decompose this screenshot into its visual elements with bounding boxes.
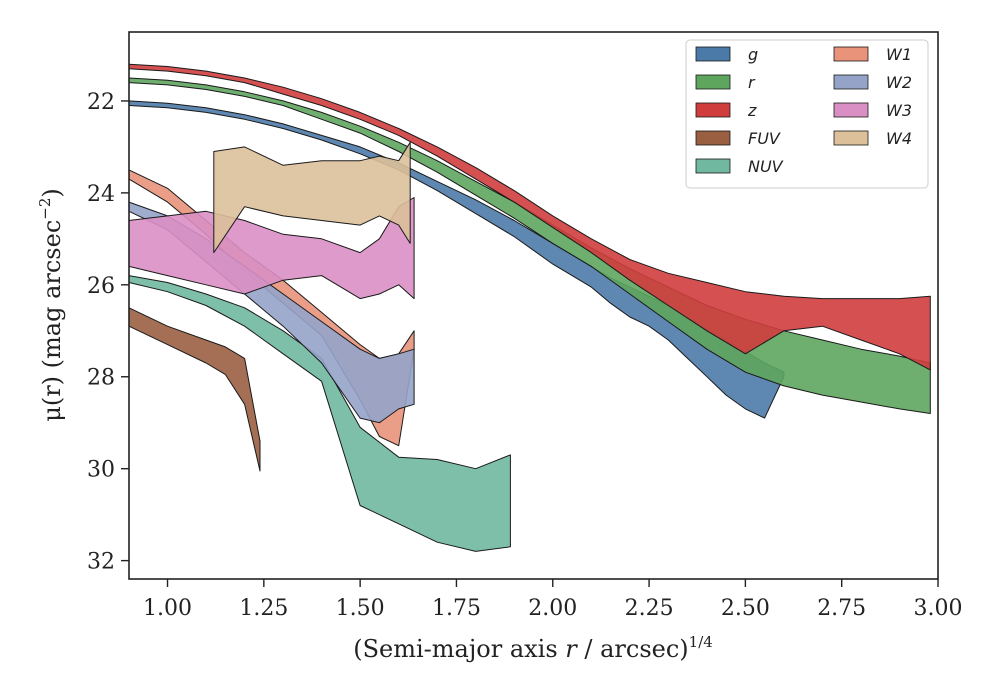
x-tick-label: 1.75 — [432, 596, 481, 621]
x-axis-label-exponent: 1/4 — [689, 633, 713, 651]
y-tick-label: 32 — [87, 550, 115, 575]
x-tick-label: 2.75 — [817, 596, 866, 621]
band-z — [128, 63, 931, 371]
x-axis-label-post: / arcsec) — [577, 635, 689, 663]
y-axis-label-exponent: −2 — [36, 198, 54, 220]
legend-swatch-w2 — [833, 74, 869, 90]
legend: grz FUV NUV W1 W2 W3 W4 — [685, 39, 929, 189]
legend-label-w1: W1 — [886, 45, 912, 64]
x-tick-label: 1.50 — [336, 596, 385, 621]
legend-label-w2: W2 — [886, 73, 912, 92]
legend-swatch-w3 — [833, 102, 869, 118]
y-axis-label-main: μ(r) (mag arcsec — [38, 220, 66, 422]
legend-swatch-w4 — [833, 130, 869, 146]
legend-swatch-g — [695, 46, 731, 62]
legend-swatch-r — [695, 74, 731, 90]
legend-swatch-fuv — [695, 130, 731, 146]
x-tick-label: 2.50 — [721, 596, 770, 621]
legend-label-r: r — [748, 73, 756, 92]
legend-label-w4: W4 — [886, 129, 912, 148]
x-tick-label: 1.00 — [143, 596, 192, 621]
band-w3 — [128, 197, 415, 300]
x-axis-label-var: r — [565, 635, 578, 663]
band-nuv — [128, 275, 511, 552]
x-tick-label: 1.25 — [239, 596, 288, 621]
y-tick-label: 28 — [87, 366, 115, 391]
legend-label-w3: W3 — [886, 101, 912, 120]
legend-label-nuv: NUV — [748, 157, 784, 176]
x-axis-label-pre: (Semi-major axis — [353, 635, 565, 663]
y-tick-label: 30 — [87, 458, 115, 483]
legend-label-z: z — [747, 101, 757, 120]
y-tick-label: 24 — [87, 182, 115, 207]
y-tick-label: 22 — [87, 90, 115, 115]
legend-items: grz FUV NUV W1 W2 W3 W4 — [695, 45, 912, 176]
legend-label-g: g — [748, 45, 758, 64]
band-fuv — [128, 307, 261, 472]
legend-swatch-z — [695, 102, 731, 118]
band-w4 — [213, 141, 411, 254]
x-tick-label: 2.25 — [625, 596, 674, 621]
data-bands — [128, 63, 931, 552]
legend-label-fuv: FUV — [748, 129, 781, 148]
y-axis-label-close: ) — [38, 188, 66, 197]
y-tick-label: 26 — [87, 274, 115, 299]
y-axis: 22 24 26 28 30 32 — [87, 90, 129, 575]
x-axis-label: (Semi-major axis r / arcsec)1/4 — [353, 633, 713, 663]
legend-swatch-w1 — [833, 46, 869, 62]
legend-swatch-nuv — [695, 158, 731, 174]
y-axis-label: μ(r) (mag arcsec−2) — [36, 188, 66, 422]
x-tick-label: 2.00 — [528, 596, 577, 621]
x-tick-label: 3.00 — [914, 596, 963, 621]
x-axis: 1.00 1.25 1.50 1.75 2.00 2.25 2.50 2.75 3.00 — [143, 579, 962, 621]
plot-frame — [128, 31, 939, 580]
